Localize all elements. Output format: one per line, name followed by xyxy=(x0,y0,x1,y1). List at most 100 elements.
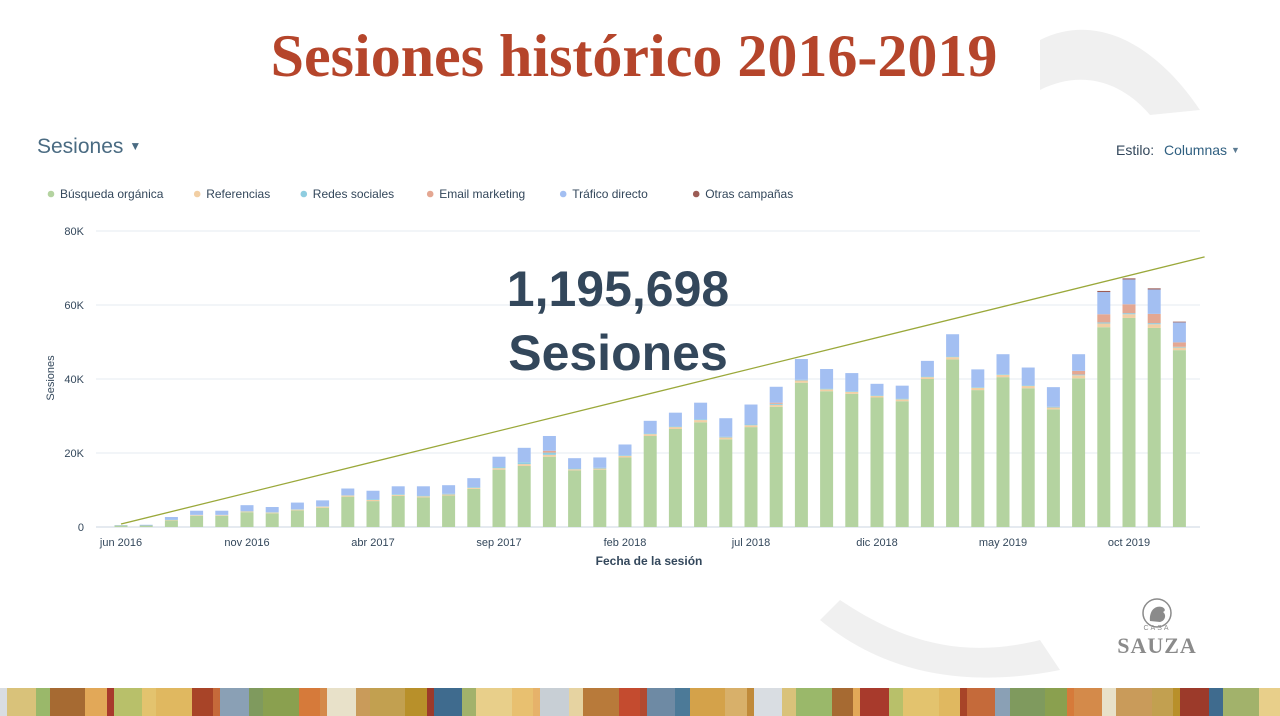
strip-segment xyxy=(753,688,783,716)
bar-segment xyxy=(1021,388,1035,527)
strip-segment xyxy=(248,688,264,716)
bar-segment xyxy=(870,395,884,397)
metric-dropdown[interactable]: Sesiones ▼ xyxy=(37,135,141,159)
strip-segment xyxy=(796,688,832,716)
bar-segment xyxy=(996,377,1010,527)
strip-segment xyxy=(113,688,143,716)
bar-segment xyxy=(1122,314,1136,318)
bar-segment xyxy=(895,398,909,400)
bar-segment xyxy=(391,494,405,496)
bar-segment xyxy=(1046,407,1060,410)
bar-segment xyxy=(971,369,985,388)
bar-segment xyxy=(946,334,960,357)
bar-segment xyxy=(920,379,934,527)
strip-segment xyxy=(647,688,676,716)
bar-segment xyxy=(971,387,985,391)
bar-segment xyxy=(1147,289,1161,314)
bar-segment xyxy=(1147,324,1161,328)
strip-segment xyxy=(967,688,996,716)
chart-style-dropdown[interactable]: Columnas ▼ xyxy=(1164,142,1240,158)
bar-segment xyxy=(1072,370,1086,375)
bar-segment xyxy=(845,391,859,394)
bar-segment xyxy=(744,425,758,428)
bar-segment xyxy=(391,486,405,495)
bar-segment xyxy=(416,495,430,497)
strip-segment xyxy=(568,688,584,716)
strip-segment xyxy=(369,688,406,716)
bar-segment xyxy=(794,379,808,381)
bar-segment xyxy=(996,354,1010,375)
bar-segment xyxy=(1097,322,1111,324)
bar-segment xyxy=(467,488,481,527)
y-tick-label: 80K xyxy=(64,226,84,238)
bar-segment xyxy=(643,434,657,436)
bar-segment xyxy=(265,507,279,513)
bar-segment xyxy=(442,494,456,496)
bar-segment xyxy=(265,512,279,514)
strip-segment xyxy=(782,688,797,716)
bar-segment xyxy=(769,406,783,527)
bar-segment xyxy=(1097,323,1111,328)
bar-segment xyxy=(668,426,682,428)
y-tick-label: 0 xyxy=(78,522,84,534)
bar-segment xyxy=(1172,350,1186,527)
bar-segment xyxy=(1172,321,1186,323)
bar-segment xyxy=(920,360,934,377)
bar-segment xyxy=(618,457,632,527)
bar-segment xyxy=(240,505,254,512)
strip-segment xyxy=(831,688,854,716)
bar-segment xyxy=(1147,327,1161,527)
bar-segment xyxy=(593,468,607,470)
strip-segment xyxy=(49,688,86,716)
bar-segment xyxy=(971,387,985,388)
strip-segment xyxy=(191,688,214,716)
bar-segment xyxy=(694,420,708,423)
bar-segment xyxy=(1122,313,1136,315)
slide-title: Sesiones histórico 2016-2019 xyxy=(270,23,998,89)
bar-segment xyxy=(164,520,178,527)
bar-segment xyxy=(568,470,582,527)
strip-segment xyxy=(426,688,434,716)
bar-segment xyxy=(946,357,960,360)
bar-segment xyxy=(492,456,506,468)
bar-segment xyxy=(618,444,632,456)
strip-segment xyxy=(639,688,648,716)
trendline xyxy=(120,256,1205,525)
bar-segment xyxy=(1072,378,1086,527)
bar-segment xyxy=(920,377,934,379)
legend-label: Tráfico directo xyxy=(572,187,648,201)
bar-segment xyxy=(618,455,632,458)
bar-segment xyxy=(1046,409,1060,527)
bar-segment xyxy=(845,393,859,527)
strip-segment xyxy=(1045,688,1067,716)
legend-item: Búsqueda orgánica xyxy=(47,187,164,201)
bar-segment xyxy=(341,496,355,527)
bar-segment xyxy=(568,458,582,469)
strip-segment xyxy=(1208,688,1223,716)
strip-segment xyxy=(298,688,320,716)
bar-segment xyxy=(1122,304,1136,314)
bar-segment xyxy=(341,495,355,497)
bar-segment xyxy=(416,486,430,496)
bar-segment xyxy=(920,376,934,378)
strip-segment xyxy=(583,688,619,716)
strip-segment xyxy=(1222,688,1259,716)
bar-segment xyxy=(1147,323,1161,325)
strip-segment xyxy=(433,688,463,716)
casa-sauza-logo: CASA SAUZA xyxy=(1105,597,1209,658)
bar-segment xyxy=(845,373,859,392)
bar-segment xyxy=(240,511,254,513)
bar-segment xyxy=(215,515,229,527)
bar-segment xyxy=(190,510,204,515)
bar-segment xyxy=(366,501,380,527)
legend-label: Otras campañas xyxy=(705,187,793,201)
bar-segment xyxy=(1147,288,1161,290)
bar-segment xyxy=(895,399,909,402)
bar-segment xyxy=(643,420,657,434)
bar-segment xyxy=(316,500,330,507)
bar-segment xyxy=(164,517,178,520)
bar-segment xyxy=(971,390,985,527)
strip-segment xyxy=(675,688,690,716)
bar-segment xyxy=(190,515,204,516)
chevron-down-icon: ▼ xyxy=(1231,145,1240,155)
